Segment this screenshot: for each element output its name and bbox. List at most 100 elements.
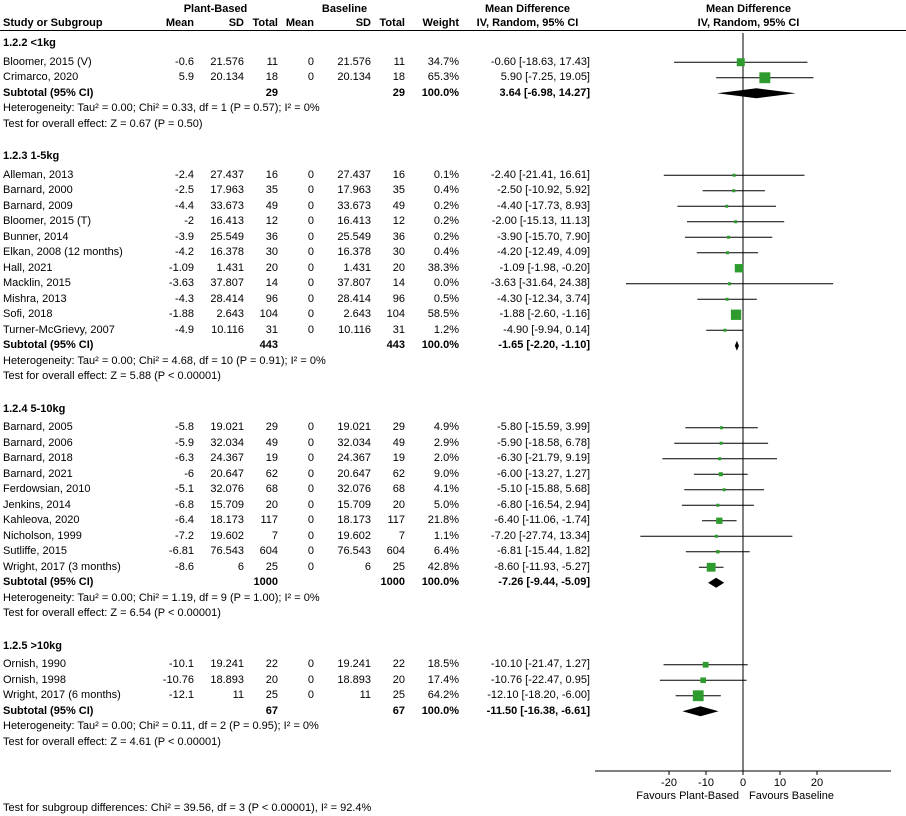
pb-total: 14 (265, 277, 278, 289)
study-ci-text: -5.90 [-18.58, 6.78] (497, 436, 590, 449)
pb-mean: -5.9 (175, 436, 194, 449)
study-weight: 5.0% (433, 498, 459, 511)
effect-square (700, 677, 707, 684)
pb-mean: -4.4 (175, 199, 194, 212)
bl-mean: 0 (307, 673, 314, 686)
study-row: Turner-McGrievy, 2007 -4.9 10.116 31 0 10.116… (0, 323, 906, 339)
effect-square (720, 426, 724, 430)
bl-total: 20 (392, 673, 405, 686)
bl-total: 96 (392, 292, 405, 305)
bl-mean: 0 (307, 323, 314, 336)
study-name: Sofi, 2018 (3, 308, 53, 320)
study-ci-text: -0.60 [-18.63, 17.43] (490, 55, 590, 68)
study-ci-text: -10.10 [-21.47, 1.27] (490, 658, 590, 670)
pb-mean: -4.2 (175, 246, 194, 258)
pb-total: 20 (265, 498, 278, 511)
effect-square (734, 220, 738, 224)
pb-mean: -7.2 (175, 529, 194, 542)
study-weight: 0.5% (433, 292, 459, 305)
col-effect-text: IV, Random, 95% CI (476, 17, 579, 29)
heterogeneity-note: Heterogeneity: Tau² = 0.00; Chi² = 0.33,… (3, 102, 320, 114)
bl-mean: 0 (307, 277, 314, 289)
pb-mean: -6.3 (175, 452, 194, 464)
pb-sd: 16.413 (210, 215, 244, 227)
pb-total: 117 (260, 514, 278, 526)
study-row: Alleman, 2013 -2.4 27.437 16 0 27.437 16 0.1% -2… (0, 168, 906, 184)
study-name: Barnard, 2021 (3, 467, 73, 480)
bl-mean: 0 (307, 261, 314, 274)
study-ci-text: -6.00 [-13.27, 1.27] (497, 467, 590, 480)
subtotal-pb-total: 67 (265, 704, 278, 717)
effect-square (716, 503, 720, 507)
bl-total: 22 (392, 658, 405, 670)
bl-sd: 6 (364, 560, 371, 573)
bl-total: 19 (392, 452, 405, 464)
study-name: Barnard, 2000 (3, 184, 73, 196)
study-ci-text: -6.30 [-21.79, 9.19] (497, 452, 590, 464)
subgroup-differences-note: Test for subgroup differences: Chi² = 39… (3, 802, 372, 814)
pb-mean: -2.4 (175, 168, 194, 181)
pb-mean: 5.9 (178, 71, 194, 83)
pb-mean: -5.1 (175, 483, 194, 495)
pb-sd: 18.893 (210, 673, 244, 686)
study-ci-text: -4.40 [-17.73, 8.93] (497, 199, 590, 212)
bl-sd: 10.116 (338, 323, 371, 336)
study-ci-text: -1.09 [-1.98, -0.20] (499, 261, 591, 274)
effect-square (725, 251, 729, 255)
study-name: Kahleova, 2020 (3, 514, 80, 526)
subtotal-label: Subtotal (95% CI) (3, 704, 94, 717)
bl-total: 18 (392, 71, 405, 83)
study-name: Wright, 2017 (6 months) (3, 689, 121, 701)
pb-sd: 6 (237, 560, 244, 573)
subtotal-weight: 100.0% (421, 576, 459, 588)
effect-square (723, 328, 727, 332)
study-name: Jenkins, 2014 (3, 498, 71, 511)
study-row: Barnard, 2018 -6.3 24.367 19 0 24.367 19 2.0% -6… (0, 451, 906, 467)
bl-mean: 0 (307, 292, 314, 305)
overall-effect-note: Test for overall effect: Z = 0.67 (P = 0… (3, 117, 203, 130)
bl-sd: 20.647 (337, 467, 371, 480)
pb-total: 20 (265, 261, 278, 274)
bl-total: 36 (392, 230, 405, 243)
rows: 1.2.2 <1kg Bloomer, 2015 (V) -0.6 21.576 11 0… (0, 31, 906, 767)
subtotal-ci-text: 3.64 [-6.98, 14.27] (499, 86, 590, 99)
bl-mean: 0 (307, 215, 314, 227)
bl-sd: 32.034 (337, 436, 371, 449)
bl-sd: 19.241 (337, 658, 371, 670)
study-weight: 9.0% (433, 467, 459, 480)
bl-sd: 16.378 (337, 246, 371, 258)
pb-sd: 15.709 (210, 498, 244, 511)
study-ci-text: 5.90 [-7.25, 19.05] (500, 71, 590, 83)
study-weight: 1.1% (433, 529, 459, 542)
pb-sd: 19.241 (210, 658, 244, 670)
effect-text-header: Mean Difference (485, 3, 570, 15)
study-name: Barnard, 2005 (3, 421, 73, 433)
subtotal-pb-mean (150, 575, 197, 591)
subtotal-pb-mean (150, 338, 197, 354)
study-ci-text: -2.00 [-15.13, 11.13] (491, 215, 590, 227)
group1-header: Plant-Based (183, 3, 248, 15)
bl-total: 35 (392, 184, 405, 196)
study-weight: 34.7% (427, 55, 459, 68)
study-ci-text: -5.80 [-15.59, 3.99] (497, 421, 590, 433)
effect-square (725, 204, 729, 208)
study-row: Elkan, 2008 (12 months) -4.2 16.378 30 0 16.3… (0, 245, 906, 261)
bl-total: 7 (398, 529, 405, 542)
study-row: Jenkins, 2014 -6.8 15.709 20 0 15.709 20 5.0% -6… (0, 498, 906, 514)
effect-square (716, 550, 720, 554)
bl-total: 604 (386, 545, 405, 557)
bl-mean: 0 (307, 658, 314, 670)
study-row: Barnard, 2006 -5.9 32.034 49 0 32.034 49 2.9% -5… (0, 436, 906, 452)
pb-sd: 19.602 (210, 529, 244, 542)
study-name: Crimarco, 2020 (3, 71, 79, 83)
pb-total: 68 (265, 483, 278, 495)
pb-total: 25 (265, 689, 278, 701)
col-pb-sd: SD (228, 17, 244, 29)
bl-sd: 32.076 (337, 483, 371, 495)
pb-sd: 17.963 (210, 184, 244, 196)
study-name: Alleman, 2013 (3, 168, 74, 181)
study-weight: 17.4% (427, 673, 459, 686)
bl-sd: 18.893 (337, 673, 371, 686)
col-effect-plot: IV, Random, 95% CI (697, 17, 800, 29)
pb-total: 19 (265, 452, 278, 464)
